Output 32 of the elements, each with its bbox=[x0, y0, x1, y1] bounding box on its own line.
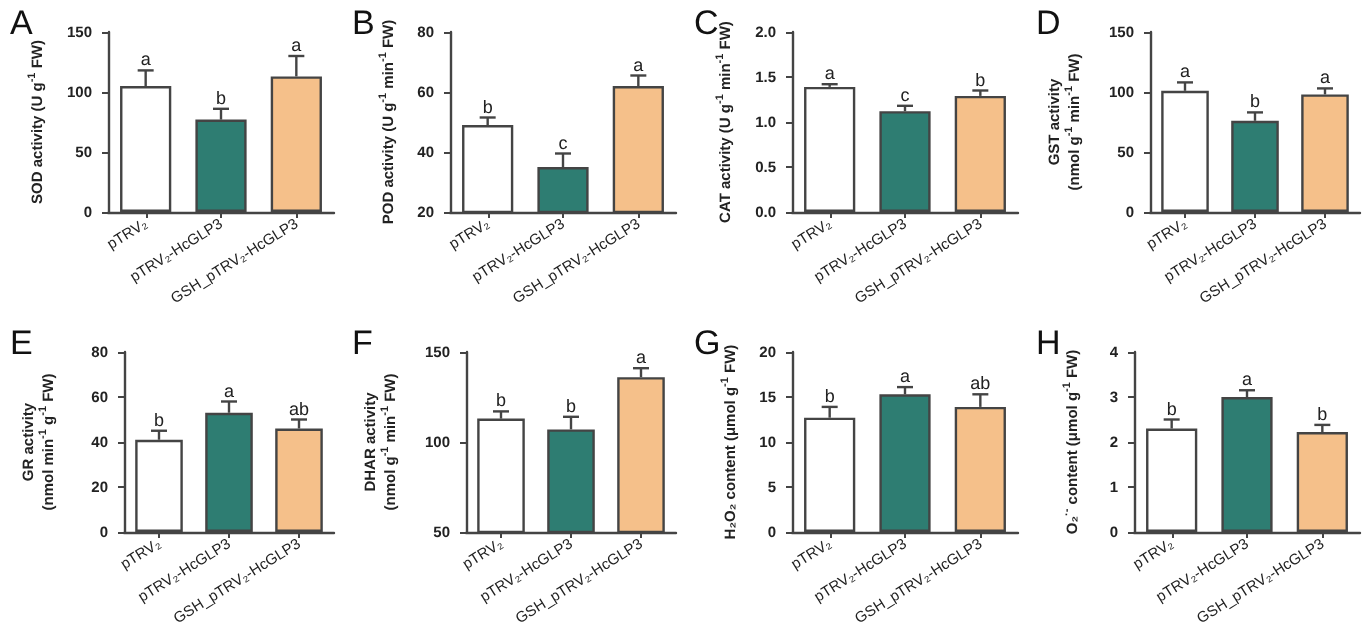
annotation: a bbox=[899, 366, 911, 387]
annotation: a bbox=[633, 54, 644, 75]
chart-title: D bbox=[1036, 4, 1061, 42]
chart-title: H bbox=[1036, 324, 1061, 362]
chart-title: F bbox=[352, 324, 373, 362]
annotation: b bbox=[1249, 91, 1261, 112]
annotation: a bbox=[223, 380, 235, 401]
chart-title: E bbox=[10, 324, 33, 362]
annotation: b bbox=[824, 385, 835, 406]
chart-title: A bbox=[10, 4, 34, 42]
chart-title: G bbox=[694, 324, 721, 362]
annotation: c bbox=[900, 84, 911, 105]
annotation: ab bbox=[970, 373, 991, 394]
annotation: a bbox=[1319, 67, 1331, 88]
annotation: c bbox=[558, 132, 569, 153]
annotation: b bbox=[153, 409, 165, 430]
annotation: b bbox=[975, 69, 986, 90]
annotation: b bbox=[215, 87, 227, 108]
annotation: ab bbox=[288, 398, 310, 419]
chart-title: B bbox=[352, 4, 375, 42]
annotation: a bbox=[291, 35, 302, 55]
annotation: a bbox=[824, 63, 835, 84]
annotation: a bbox=[140, 49, 151, 70]
annotation: b bbox=[495, 390, 507, 411]
annotation: a bbox=[635, 347, 647, 368]
annotation: a bbox=[1241, 369, 1253, 390]
annotation: b bbox=[1317, 403, 1328, 424]
annotation: b bbox=[1166, 398, 1177, 419]
annotation: a bbox=[1179, 61, 1191, 82]
annotation: b bbox=[482, 96, 493, 117]
chart-title: C bbox=[694, 4, 719, 42]
annotation: b bbox=[565, 395, 577, 416]
